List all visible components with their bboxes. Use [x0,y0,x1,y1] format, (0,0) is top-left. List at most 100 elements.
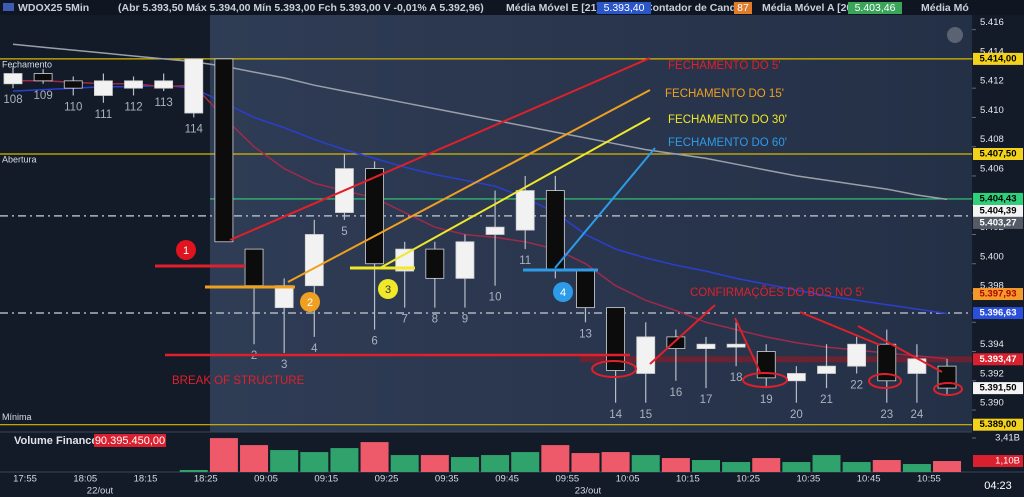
price-tag-label: 5.414,00 [980,53,1017,64]
arrow [229,57,651,241]
volume-bar [782,462,811,472]
marker [176,240,196,260]
candle-body [124,80,143,89]
candle-body [93,80,113,96]
annotation-text: FECHAMENTO DO 60' [668,137,787,149]
volume-bar [541,445,570,472]
price-tag-label: 5.391,50 [980,383,1017,394]
level-label: Mínima [2,412,32,422]
x-tick-label: 10:35 [796,474,820,485]
candle-body [786,373,806,382]
candle-number: 23 [880,409,893,421]
candle-body [154,80,174,89]
x-tick-label: 17:55 [13,474,37,485]
indicator-value: 5.393,40 [604,2,645,14]
volume-bar [571,453,600,472]
annotation-text: CONFIRMAÇÕES DO BOS NO 5' [690,286,864,299]
candle-number: 5 [341,226,347,238]
candle-number: 7 [401,314,407,326]
indicator-badge [734,2,752,14]
candle-number: 4 [311,343,318,355]
candle-number: 22 [850,380,863,392]
indicator-value: 87 [737,2,749,14]
candle-number: 13 [579,328,592,340]
annotations: FECHAMENTO DO 5' FECHAMENTO DO 15' FECHA… [155,27,963,396]
x-tick-label: 10:15 [676,474,700,485]
candle-number: 112 [124,102,142,114]
candle-number: 21 [820,394,833,406]
price-tag [973,307,1023,320]
candle-body [817,365,836,374]
candle-number: 108 [3,94,22,106]
marker-label: 4 [560,287,566,299]
volume-bar [752,458,781,472]
marker-label: 2 [307,297,313,309]
highlight [591,360,637,378]
x-tick-label: 09:35 [435,474,459,485]
moving-average [12,43,948,201]
price-tag-label: 5.396,63 [980,308,1017,319]
arrow [554,147,656,269]
indicator-name: Contador de Candles [645,2,751,14]
candle-number: 10 [489,292,502,304]
candle-body [576,270,595,309]
annotation-text: FECHAMENTO DO 30' [668,114,787,126]
y-tick-label: 5.412 [980,76,1004,87]
annotation-text: BREAK OF STRUCTURE [172,375,305,387]
volume-bar [179,470,208,472]
y-tick-label: 5.394 [980,339,1004,350]
volume-bar [872,460,901,472]
x-tick-label: 10:25 [736,474,760,485]
candle-number: 109 [34,90,53,102]
price-tag [973,382,1023,395]
candle-number: 111 [95,109,112,121]
candle-number: 8 [432,314,438,326]
candle-number: 110 [64,102,82,114]
indicator-value: 5.403,46 [855,2,896,14]
arrow [799,311,881,346]
x-tick-label: 10:45 [857,474,881,485]
x-tick-label: 10:55 [917,474,941,485]
arrow [379,117,651,269]
marker-label: 3 [385,284,391,296]
level-label: Fechamento [2,59,52,69]
y-tick-label: 5.398 [980,281,1004,292]
candle-body [877,343,897,382]
volume-bar [450,457,479,472]
annotation-text: FECHAMENTO DO 15' [665,88,784,100]
candle-body [515,190,535,231]
candle-number: 17 [700,394,713,406]
x-tick-label: 18:05 [73,474,97,485]
candle-body [726,343,746,348]
price-axis [972,15,1024,497]
price-band [580,356,972,363]
x-tick-label: 09:15 [314,474,338,485]
marker [553,282,573,302]
candle-number: 114 [185,123,204,135]
x-tick-label: 10:05 [616,474,640,485]
volume-bar [481,455,510,472]
price-tag [973,192,1023,205]
candle-number: 18 [730,372,743,384]
candle-number: 11 [519,255,531,267]
candle-body [365,168,384,265]
price-tag-label: 5.404,39 [980,205,1017,216]
candle-body [63,80,83,89]
close-button[interactable] [947,27,963,43]
y-tick-label: 5.416 [980,17,1004,28]
candle-body [244,248,264,287]
price-tag-label: 5.389,00 [980,419,1017,430]
candle-number: 9 [462,314,468,326]
volume-bar [420,455,449,472]
highlight [868,373,902,389]
x-tick-label: 09:55 [555,474,579,485]
marker [300,292,320,312]
volume-title: Volume Financeiro [14,435,112,447]
volume-bar [330,448,359,472]
candle-number: 3 [281,359,287,371]
arrow [649,304,716,365]
candle-body [3,73,23,85]
volume-bar [511,452,540,472]
candle-body [847,343,867,367]
